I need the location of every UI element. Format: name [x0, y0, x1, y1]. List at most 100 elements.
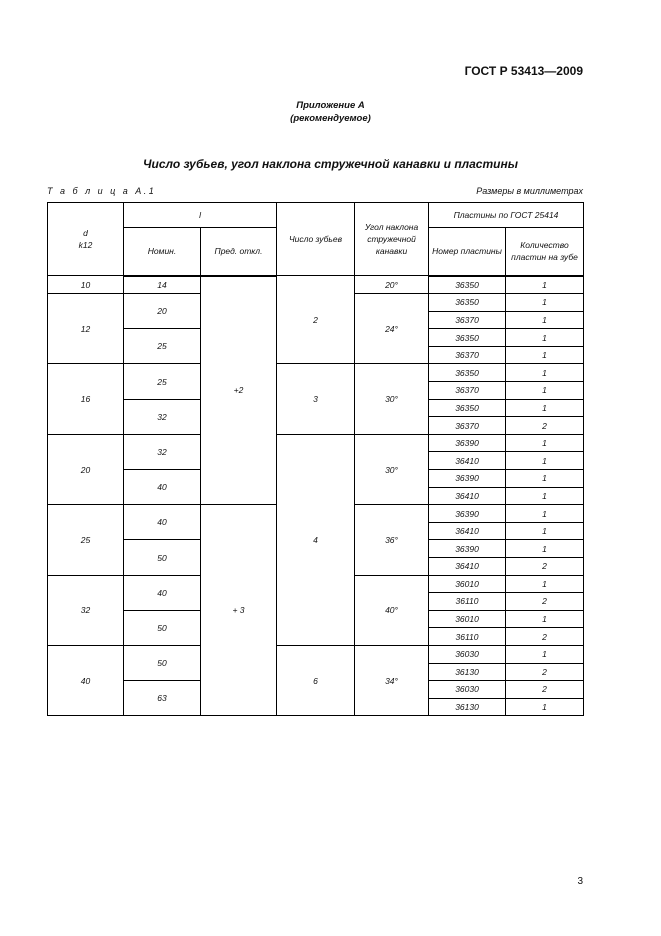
cell-plate-no: 36350: [428, 363, 507, 383]
table-row: 20 32 4 30° 36390 1: [47, 433, 585, 646]
annex-status: (рекомендуемое): [290, 113, 371, 124]
cell-l-nom: 25: [123, 328, 201, 365]
cell-plate-no: 36350: [428, 293, 507, 312]
cell-l-nom: 50: [123, 644, 201, 682]
cell-l-nom: 63: [123, 680, 201, 717]
table-row: 32 40 40° 36010 1: [47, 574, 585, 646]
table-row: 10 14 +2 2 20° 36350 1: [47, 274, 585, 506]
cell-l-nom: 40: [123, 469, 201, 506]
cell-teeth: 3: [276, 363, 356, 435]
cell-plate-qty: 1: [505, 345, 585, 365]
cell-plate-no: 36410: [428, 557, 507, 576]
cell-plate-qty: 1: [505, 363, 585, 383]
cell-l-nom: 50: [123, 609, 201, 646]
cell-plate-no: 36410: [428, 486, 507, 506]
cell-plate-qty: 1: [505, 469, 585, 488]
table-row: 25 36350 1: [48, 328, 585, 365]
cell-plate-qty: 1: [505, 486, 585, 506]
cell-plate-no: 36390: [428, 539, 507, 558]
cell-d: 20: [47, 433, 124, 506]
cell-d: 16: [47, 363, 124, 435]
cell-plate-qty: 1: [505, 381, 585, 400]
cell-plate-qty: 1: [505, 433, 585, 453]
cell-l-nom: 25: [123, 363, 201, 400]
cell-plate-no: 36110: [428, 592, 507, 611]
cell-plate-qty: 1: [505, 451, 585, 471]
cell-angle: 34°: [354, 644, 430, 717]
cell-plate-no: 36370: [428, 381, 507, 400]
table-row: 25 40 + 3 36° 36390 1: [47, 504, 585, 717]
cell-plate-qty: 1: [505, 697, 585, 717]
table-row: 32 36350 1: [48, 398, 585, 435]
cell-l-nom: 32: [123, 398, 201, 435]
cell-plate-qty: 1: [505, 293, 585, 312]
cell-plate-no: 36010: [428, 609, 507, 629]
cell-plate-qty: 1: [505, 539, 585, 558]
cell-d: 40: [47, 644, 124, 717]
cell-plate-qty: 2: [505, 627, 585, 646]
table-row: 36110 2: [48, 592, 585, 611]
table-row: 40 50 6 34° 36030 1: [47, 644, 585, 717]
standard-number: ГОСТ Р 53413—2009: [464, 64, 583, 78]
cell-l-nom: 14: [123, 274, 201, 295]
cell-angle: 40°: [354, 574, 430, 646]
cell-plate-qty: 1: [505, 521, 585, 541]
cell-plate-no: 36410: [428, 451, 507, 471]
cell-plate-qty: 1: [505, 609, 585, 629]
cell-l-nom: 50: [123, 539, 201, 576]
cell-l-nom: 32: [123, 433, 201, 471]
cell-teeth: 4: [276, 433, 356, 646]
cell-plate-qty: 1: [505, 274, 585, 295]
cell-plate-qty: 2: [505, 662, 585, 682]
header-teeth: Число зубьев: [276, 202, 356, 276]
header-plates: Пластины по ГОСТ 25414: [428, 202, 585, 228]
cell-plate-no: 36390: [428, 504, 507, 523]
cell-angle: 30°: [354, 433, 430, 506]
cell-plate-qty: 1: [505, 398, 585, 418]
table-row: 50 36390 1: [48, 539, 585, 576]
cell-plate-no: 36390: [428, 469, 507, 488]
table-row: 12 20 24° 36350 1: [47, 293, 585, 365]
cell-plate-no: 36130: [428, 662, 507, 682]
table-row: 36410 1: [48, 451, 585, 471]
table-row: 36130 1: [48, 697, 585, 717]
cell-plate-qty: 1: [505, 310, 585, 330]
header-angle: Угол наклона стружечной канавки: [354, 202, 430, 276]
cell-plate-no: 36370: [428, 310, 507, 330]
cell-plate-no: 36390: [428, 433, 507, 453]
cell-plate-no: 36370: [428, 416, 507, 435]
cell-teeth: 2: [276, 274, 356, 365]
header-d: d k12: [47, 202, 124, 276]
cell-angle: 36°: [354, 504, 430, 576]
cell-teeth: 6: [276, 644, 356, 717]
table-row: 63 36030 2: [48, 680, 585, 717]
cell-plate-no: 36350: [428, 274, 507, 295]
table-row: 36410 1: [48, 521, 585, 541]
cell-plate-no: 36030: [428, 680, 507, 699]
cell-plate-no: 36370: [428, 345, 507, 365]
cell-plate-qty: 1: [505, 504, 585, 523]
cell-plate-qty: 1: [505, 574, 585, 594]
header-l-dev: Пред. откл.: [199, 227, 278, 277]
units-note: Размеры в миллиметрах: [476, 186, 583, 196]
table-row: 40 36390 1: [48, 469, 585, 506]
cell-plate-qty: 2: [505, 680, 585, 699]
header-plate-no: Номер пластины: [428, 227, 507, 277]
annex-title: Приложение А: [296, 100, 365, 111]
cell-plate-qty: 1: [505, 328, 585, 347]
data-table: d k12 l Число зубьев Угол наклона стружеч…: [47, 202, 585, 717]
cell-plate-no: 36010: [428, 574, 507, 594]
cell-l-dev: +2: [199, 274, 278, 506]
cell-d: 12: [47, 293, 124, 365]
cell-l-dev: + 3: [199, 504, 278, 717]
cell-l-nom: 20: [123, 293, 201, 330]
cell-plate-no: 36030: [428, 644, 507, 664]
cell-d: 25: [47, 504, 124, 576]
cell-plate-qty: 2: [505, 592, 585, 611]
cell-plate-no: 36110: [428, 627, 507, 646]
page-number: 3: [577, 876, 583, 887]
section-title: Число зубьев, угол наклона стружечной ка…: [143, 157, 518, 171]
cell-plate-no: 36350: [428, 398, 507, 418]
annex-heading: Приложение А (рекомендуемое): [0, 99, 661, 125]
cell-angle: 20°: [354, 274, 430, 295]
